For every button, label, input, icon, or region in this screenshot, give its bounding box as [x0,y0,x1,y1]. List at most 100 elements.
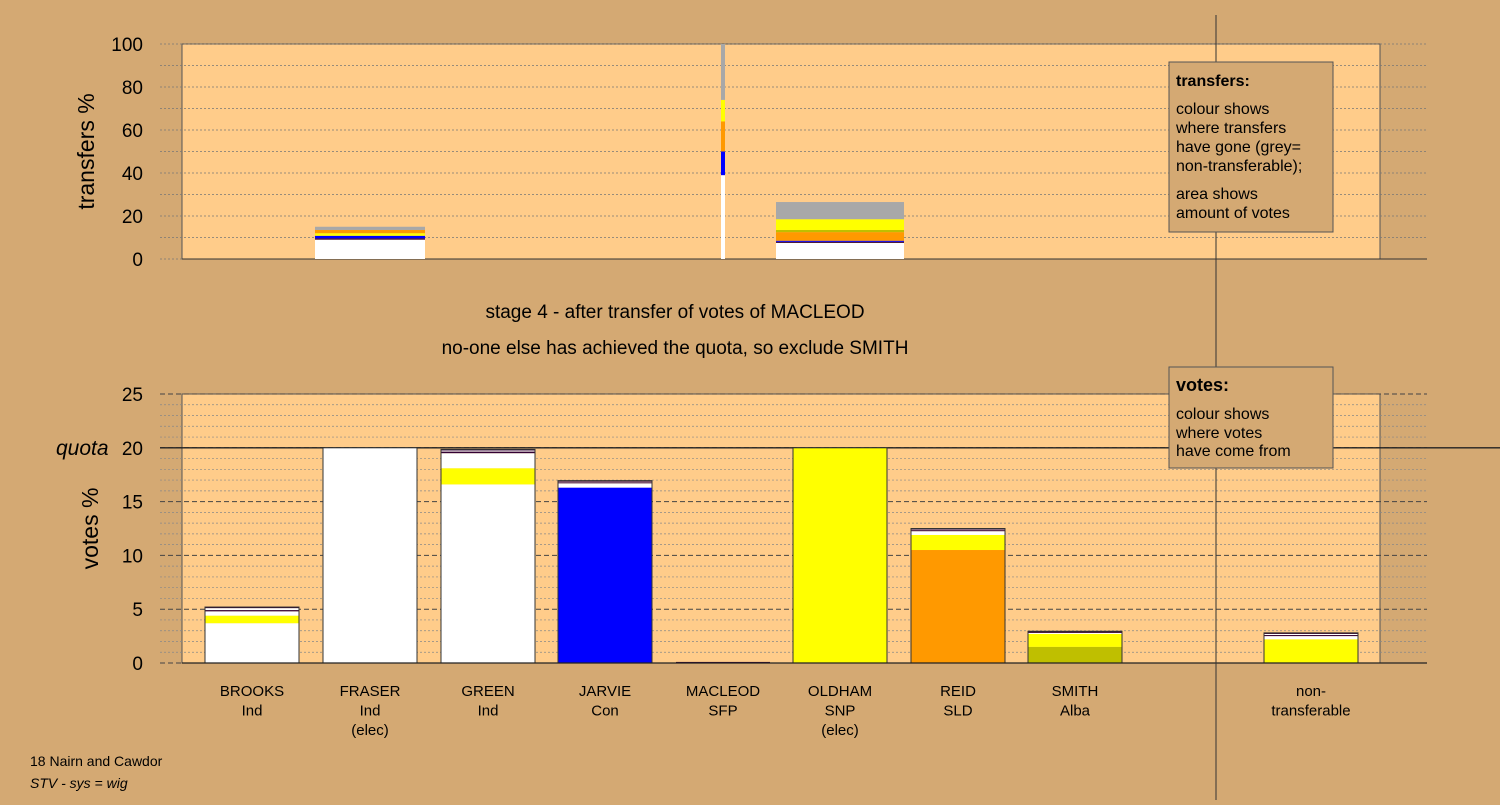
legend-transfers-line: amount of votes [1176,205,1290,222]
transfers-y-tick-label: 100 [111,35,143,56]
candidate-label: Con [591,703,619,720]
votes-y-tick-label: 0 [132,654,143,675]
legend-transfers-line: area shows [1176,186,1258,203]
legend-votes-title: votes: [1176,375,1229,395]
legend-transfers: transfers: colour shows where transfers … [1168,61,1334,233]
legend-votes-line: colour shows [1176,406,1269,423]
vote-segment-nontransferable [1264,633,1358,636]
candidate-label: FRASER [340,683,401,700]
transfer-segment-brooks [315,233,425,236]
transfer-segment-oldham [776,241,904,243]
vote-segment-jarvie [558,482,652,484]
candidate-label: transferable [1271,703,1350,720]
vote-segment-fraser [323,447,417,663]
transfer-segment-brooks [315,238,425,240]
vote-segment-green [441,453,535,469]
legend-transfers-line: where transfers [1175,120,1286,137]
vote-segment-brooks [205,608,299,611]
transfer-segment-oldham [776,232,904,241]
candidate-label: GREEN [461,683,514,700]
transfer-segment-oldham [776,242,904,259]
vote-segment-jarvie [558,481,652,483]
vote-segment-nontransferable [1264,639,1358,663]
vote-segment-green [441,468,535,485]
candidate-label: (elec) [351,722,389,739]
transfers-y-tick-label: 80 [122,78,143,99]
vote-segment-nontransferable [1264,632,1358,634]
vote-segment-brooks [205,615,299,624]
transfer-segment-brooks [315,229,425,234]
legend-votes-line: where votes [1175,425,1262,442]
candidate-label: (elec) [821,722,859,739]
votes-y-tick-label: 20 [122,439,143,460]
vote-segment-reid [911,528,1005,530]
vote-segment-reid [911,550,1005,663]
votes-y-tick-label: 25 [122,385,143,406]
vote-segment-oldham [793,447,887,663]
footer-constituency: 18 Nairn and Cawdor [30,753,163,769]
vote-segment-jarvie [558,483,652,488]
transfer-segment-macleod [720,99,726,122]
candidate-label: non- [1296,683,1326,700]
transfer-segment-brooks [315,226,425,230]
vote-segment-reid [911,531,1005,535]
transfer-segment-macleod [720,175,726,259]
transfer-segment-oldham [776,219,904,230]
vote-segment-green [441,451,535,454]
legend-transfers-line: have gone (grey= [1176,139,1301,156]
transfer-segment-brooks [315,239,425,259]
vote-segment-smith [1028,633,1122,647]
quota-label: quota [56,437,109,460]
stage-subtitle: no-one else has achieved the quota, so e… [442,338,909,359]
transfer-segment-brooks [315,235,425,239]
vote-segment-smith [1028,631,1122,633]
vote-segment-jarvie [558,480,652,482]
vote-segment-green [441,449,535,451]
transfers-y-tick-label: 60 [122,121,143,142]
candidate-label: Ind [360,703,381,720]
vote-segment-brooks [205,610,299,612]
vote-segment-reid [911,529,1005,531]
vote-segment-reid [911,530,1005,532]
candidate-label: MACLEOD [686,683,760,700]
transfer-segment-oldham [776,229,904,233]
vote-segment-brooks [205,623,299,663]
candidate-label: Ind [242,703,263,720]
legend-votes: votes: colour shows where votes have com… [1168,366,1334,469]
candidate-label: OLDHAM [808,683,872,700]
votes-y-tick-label: 10 [122,546,143,567]
candidate-label: Ind [478,703,499,720]
candidate-label: REID [940,683,976,700]
votes-y-tick-label: 15 [122,493,143,514]
vote-segment-nontransferable [1264,635,1358,637]
votes-y-tick-label: 5 [132,600,143,621]
vote-segment-green [441,450,535,452]
vote-segment-nontransferable [1264,636,1358,640]
candidate-label: BROOKS [220,683,284,700]
candidate-label: SLD [943,703,972,720]
transfer-segment-macleod [720,151,726,176]
stage-title: stage 4 - after transfer of votes of MAC… [485,302,864,323]
footer-system: STV - sys = wig [30,775,128,791]
vote-segment-brooks [205,611,299,616]
transfers-y-tick-label: 40 [122,164,143,185]
candidate-label: SMITH [1052,683,1099,700]
transfer-segment-oldham [776,202,904,220]
candidate-label: SFP [708,703,737,720]
legend-transfers-line: non-transferable); [1176,158,1302,175]
transfer-segment-oldham [776,240,904,242]
votes-y-axis-label: votes % [77,488,103,570]
vote-segment-smith [1028,646,1122,663]
transfer-segment-macleod [720,121,726,152]
votes-plot: 0 5 10 15 20 25 quota votes % BROOKS Ind FRASER Ind… [56,385,1500,739]
vote-segment-green [441,484,535,663]
transfers-y-tick-label: 0 [132,250,143,271]
vote-segment-jarvie [558,487,652,663]
transfer-segment-macleod [720,44,726,100]
transfers-y-axis-label: transfers % [73,93,99,209]
candidate-label: Alba [1060,703,1091,720]
transfers-y-tick-label: 20 [122,207,143,228]
legend-transfers-title: transfers: [1176,73,1250,90]
